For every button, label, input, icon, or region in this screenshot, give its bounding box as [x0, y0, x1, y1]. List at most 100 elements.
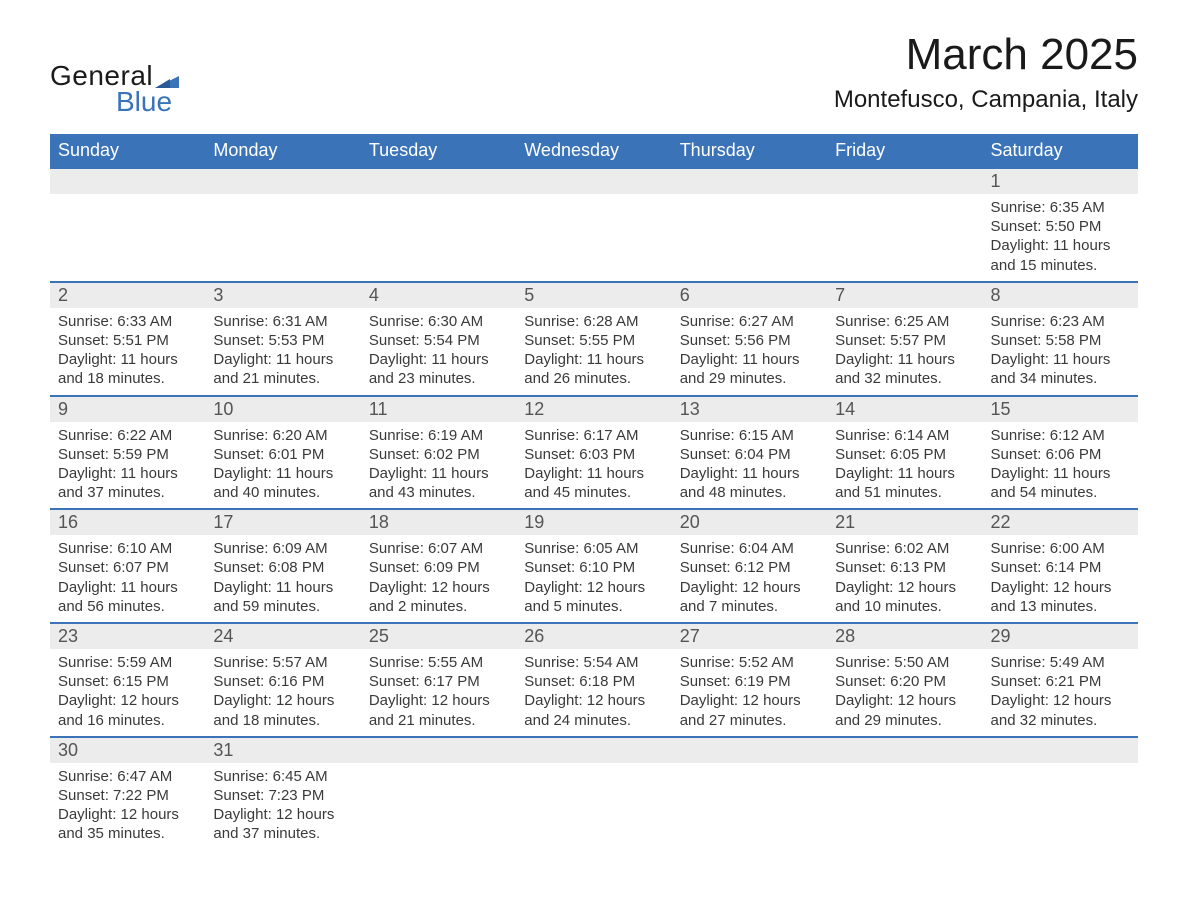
day-detail-cell: Sunrise: 6:20 AMSunset: 6:01 PMDaylight:…: [205, 422, 360, 510]
day-number-cell: 10: [205, 396, 360, 422]
daylight-text-2: and 2 minutes.: [369, 597, 508, 616]
day-number-cell: 21: [827, 509, 982, 535]
day-number-cell: 8: [983, 282, 1138, 308]
daylight-text-2: and 26 minutes.: [524, 369, 663, 388]
calendar-table: SundayMondayTuesdayWednesdayThursdayFrid…: [50, 134, 1138, 850]
daylight-text-2: and 48 minutes.: [680, 483, 819, 502]
day-detail-cell: [827, 194, 982, 282]
daylight-text-2: and 10 minutes.: [835, 597, 974, 616]
sunrise-text: Sunrise: 6:10 AM: [58, 539, 197, 558]
day-detail-cell: Sunrise: 6:28 AMSunset: 5:55 PMDaylight:…: [516, 308, 671, 396]
day-number-cell: [361, 168, 516, 194]
sunset-text: Sunset: 7:23 PM: [213, 786, 352, 805]
day-number-cell: [361, 737, 516, 763]
day-detail-cell: Sunrise: 6:14 AMSunset: 6:05 PMDaylight:…: [827, 422, 982, 510]
daylight-text-1: Daylight: 12 hours: [213, 805, 352, 824]
weekday-header: Thursday: [672, 134, 827, 168]
day-number-row: 2345678: [50, 282, 1138, 308]
day-detail-cell: [672, 194, 827, 282]
day-detail-cell: Sunrise: 5:50 AMSunset: 6:20 PMDaylight:…: [827, 649, 982, 737]
location-subtitle: Montefusco, Campania, Italy: [834, 86, 1138, 114]
sunset-text: Sunset: 5:59 PM: [58, 445, 197, 464]
daylight-text-2: and 21 minutes.: [369, 711, 508, 730]
day-detail-cell: Sunrise: 6:27 AMSunset: 5:56 PMDaylight:…: [672, 308, 827, 396]
day-detail-cell: Sunrise: 6:19 AMSunset: 6:02 PMDaylight:…: [361, 422, 516, 510]
sunrise-text: Sunrise: 6:23 AM: [991, 312, 1130, 331]
sunrise-text: Sunrise: 6:31 AM: [213, 312, 352, 331]
sunset-text: Sunset: 6:09 PM: [369, 558, 508, 577]
day-detail-cell: Sunrise: 6:17 AMSunset: 6:03 PMDaylight:…: [516, 422, 671, 510]
day-number-cell: 13: [672, 396, 827, 422]
daylight-text-1: Daylight: 12 hours: [680, 691, 819, 710]
day-detail-row: Sunrise: 5:59 AMSunset: 6:15 PM Daylight:…: [50, 649, 1138, 737]
daylight-text-2: and 59 minutes.: [213, 597, 352, 616]
sunrise-text: Sunrise: 6:28 AM: [524, 312, 663, 331]
daylight-text-1: Daylight: 12 hours: [835, 691, 974, 710]
day-number-cell: 1: [983, 168, 1138, 194]
sunrise-text: Sunrise: 6:09 AM: [213, 539, 352, 558]
day-number-cell: [50, 168, 205, 194]
daylight-text-1: Daylight: 12 hours: [369, 691, 508, 710]
sunrise-text: Sunrise: 6:30 AM: [369, 312, 508, 331]
day-number-cell: [672, 737, 827, 763]
day-number-cell: [516, 168, 671, 194]
day-detail-cell: [672, 763, 827, 850]
day-number-cell: [983, 737, 1138, 763]
day-number-cell: 11: [361, 396, 516, 422]
day-number-cell: [516, 737, 671, 763]
day-detail-cell: Sunrise: 6:02 AMSunset: 6:13 PMDaylight:…: [827, 535, 982, 623]
daylight-text-1: Daylight: 11 hours: [213, 350, 352, 369]
daylight-text-1: Daylight: 11 hours: [680, 350, 819, 369]
day-number-row: 1: [50, 168, 1138, 194]
day-detail-cell: Sunrise: 5:52 AMSunset: 6:19 PMDaylight:…: [672, 649, 827, 737]
daylight-text-1: Daylight: 11 hours: [213, 578, 352, 597]
day-detail-cell: Sunrise: 6:12 AMSunset: 6:06 PMDaylight:…: [983, 422, 1138, 510]
day-number-cell: 29: [983, 623, 1138, 649]
sunset-text: Sunset: 6:08 PM: [213, 558, 352, 577]
day-number-cell: 24: [205, 623, 360, 649]
daylight-text-1: Daylight: 11 hours: [524, 464, 663, 483]
day-number-cell: 15: [983, 396, 1138, 422]
day-number-cell: [827, 168, 982, 194]
day-detail-cell: [516, 194, 671, 282]
sunrise-text: Sunrise: 5:52 AM: [680, 653, 819, 672]
day-number-cell: 17: [205, 509, 360, 535]
sunset-text: Sunset: 5:51 PM: [58, 331, 197, 350]
daylight-text-2: and 24 minutes.: [524, 711, 663, 730]
sunrise-text: Sunrise: 5:54 AM: [524, 653, 663, 672]
sunrise-text: Sunrise: 5:59 AM: [58, 653, 197, 672]
day-detail-cell: Sunrise: 6:45 AMSunset: 7:23 PMDaylight:…: [205, 763, 360, 850]
day-detail-cell: [516, 763, 671, 850]
daylight-text-2: and 43 minutes.: [369, 483, 508, 502]
day-number-cell: 9: [50, 396, 205, 422]
sunrise-text: Sunrise: 5:57 AM: [213, 653, 352, 672]
sunrise-text: Sunrise: 6:15 AM: [680, 426, 819, 445]
day-detail-cell: [50, 194, 205, 282]
daylight-text-2: and 13 minutes.: [991, 597, 1130, 616]
day-detail-cell: Sunrise: 6:31 AMSunset: 5:53 PMDaylight:…: [205, 308, 360, 396]
sunset-text: Sunset: 5:58 PM: [991, 331, 1130, 350]
day-number-cell: 12: [516, 396, 671, 422]
sunrise-text: Sunrise: 5:49 AM: [991, 653, 1130, 672]
sunrise-text: Sunrise: 6:07 AM: [369, 539, 508, 558]
sunset-text: Sunset: 6:02 PM: [369, 445, 508, 464]
daylight-text-2: and 29 minutes.: [835, 711, 974, 730]
sunset-text: Sunset: 6:15 PM: [58, 672, 197, 691]
daylight-text-1: Daylight: 12 hours: [524, 578, 663, 597]
daylight-text-1: Daylight: 11 hours: [58, 350, 197, 369]
day-number-cell: [827, 737, 982, 763]
day-detail-row: Sunrise: 6:22 AMSunset: 5:59 PMDaylight:…: [50, 422, 1138, 510]
daylight-text-1: Daylight: 11 hours: [991, 350, 1130, 369]
weekday-header: Wednesday: [516, 134, 671, 168]
daylight-text-2: and 32 minutes.: [991, 711, 1130, 730]
sunrise-text: Sunrise: 6:02 AM: [835, 539, 974, 558]
sunrise-text: Sunrise: 5:55 AM: [369, 653, 508, 672]
daylight-text-2: and 5 minutes.: [524, 597, 663, 616]
daylight-text-1: Daylight: 12 hours: [991, 691, 1130, 710]
daylight-text-1: Daylight: 11 hours: [369, 464, 508, 483]
day-detail-cell: Sunrise: 6:05 AMSunset: 6:10 PMDaylight:…: [516, 535, 671, 623]
daylight-text-1: Daylight: 11 hours: [369, 350, 508, 369]
daylight-text-2: and 37 minutes.: [213, 824, 352, 843]
day-number-cell: 23: [50, 623, 205, 649]
day-detail-cell: Sunrise: 5:49 AMSunset: 6:21 PMDaylight:…: [983, 649, 1138, 737]
